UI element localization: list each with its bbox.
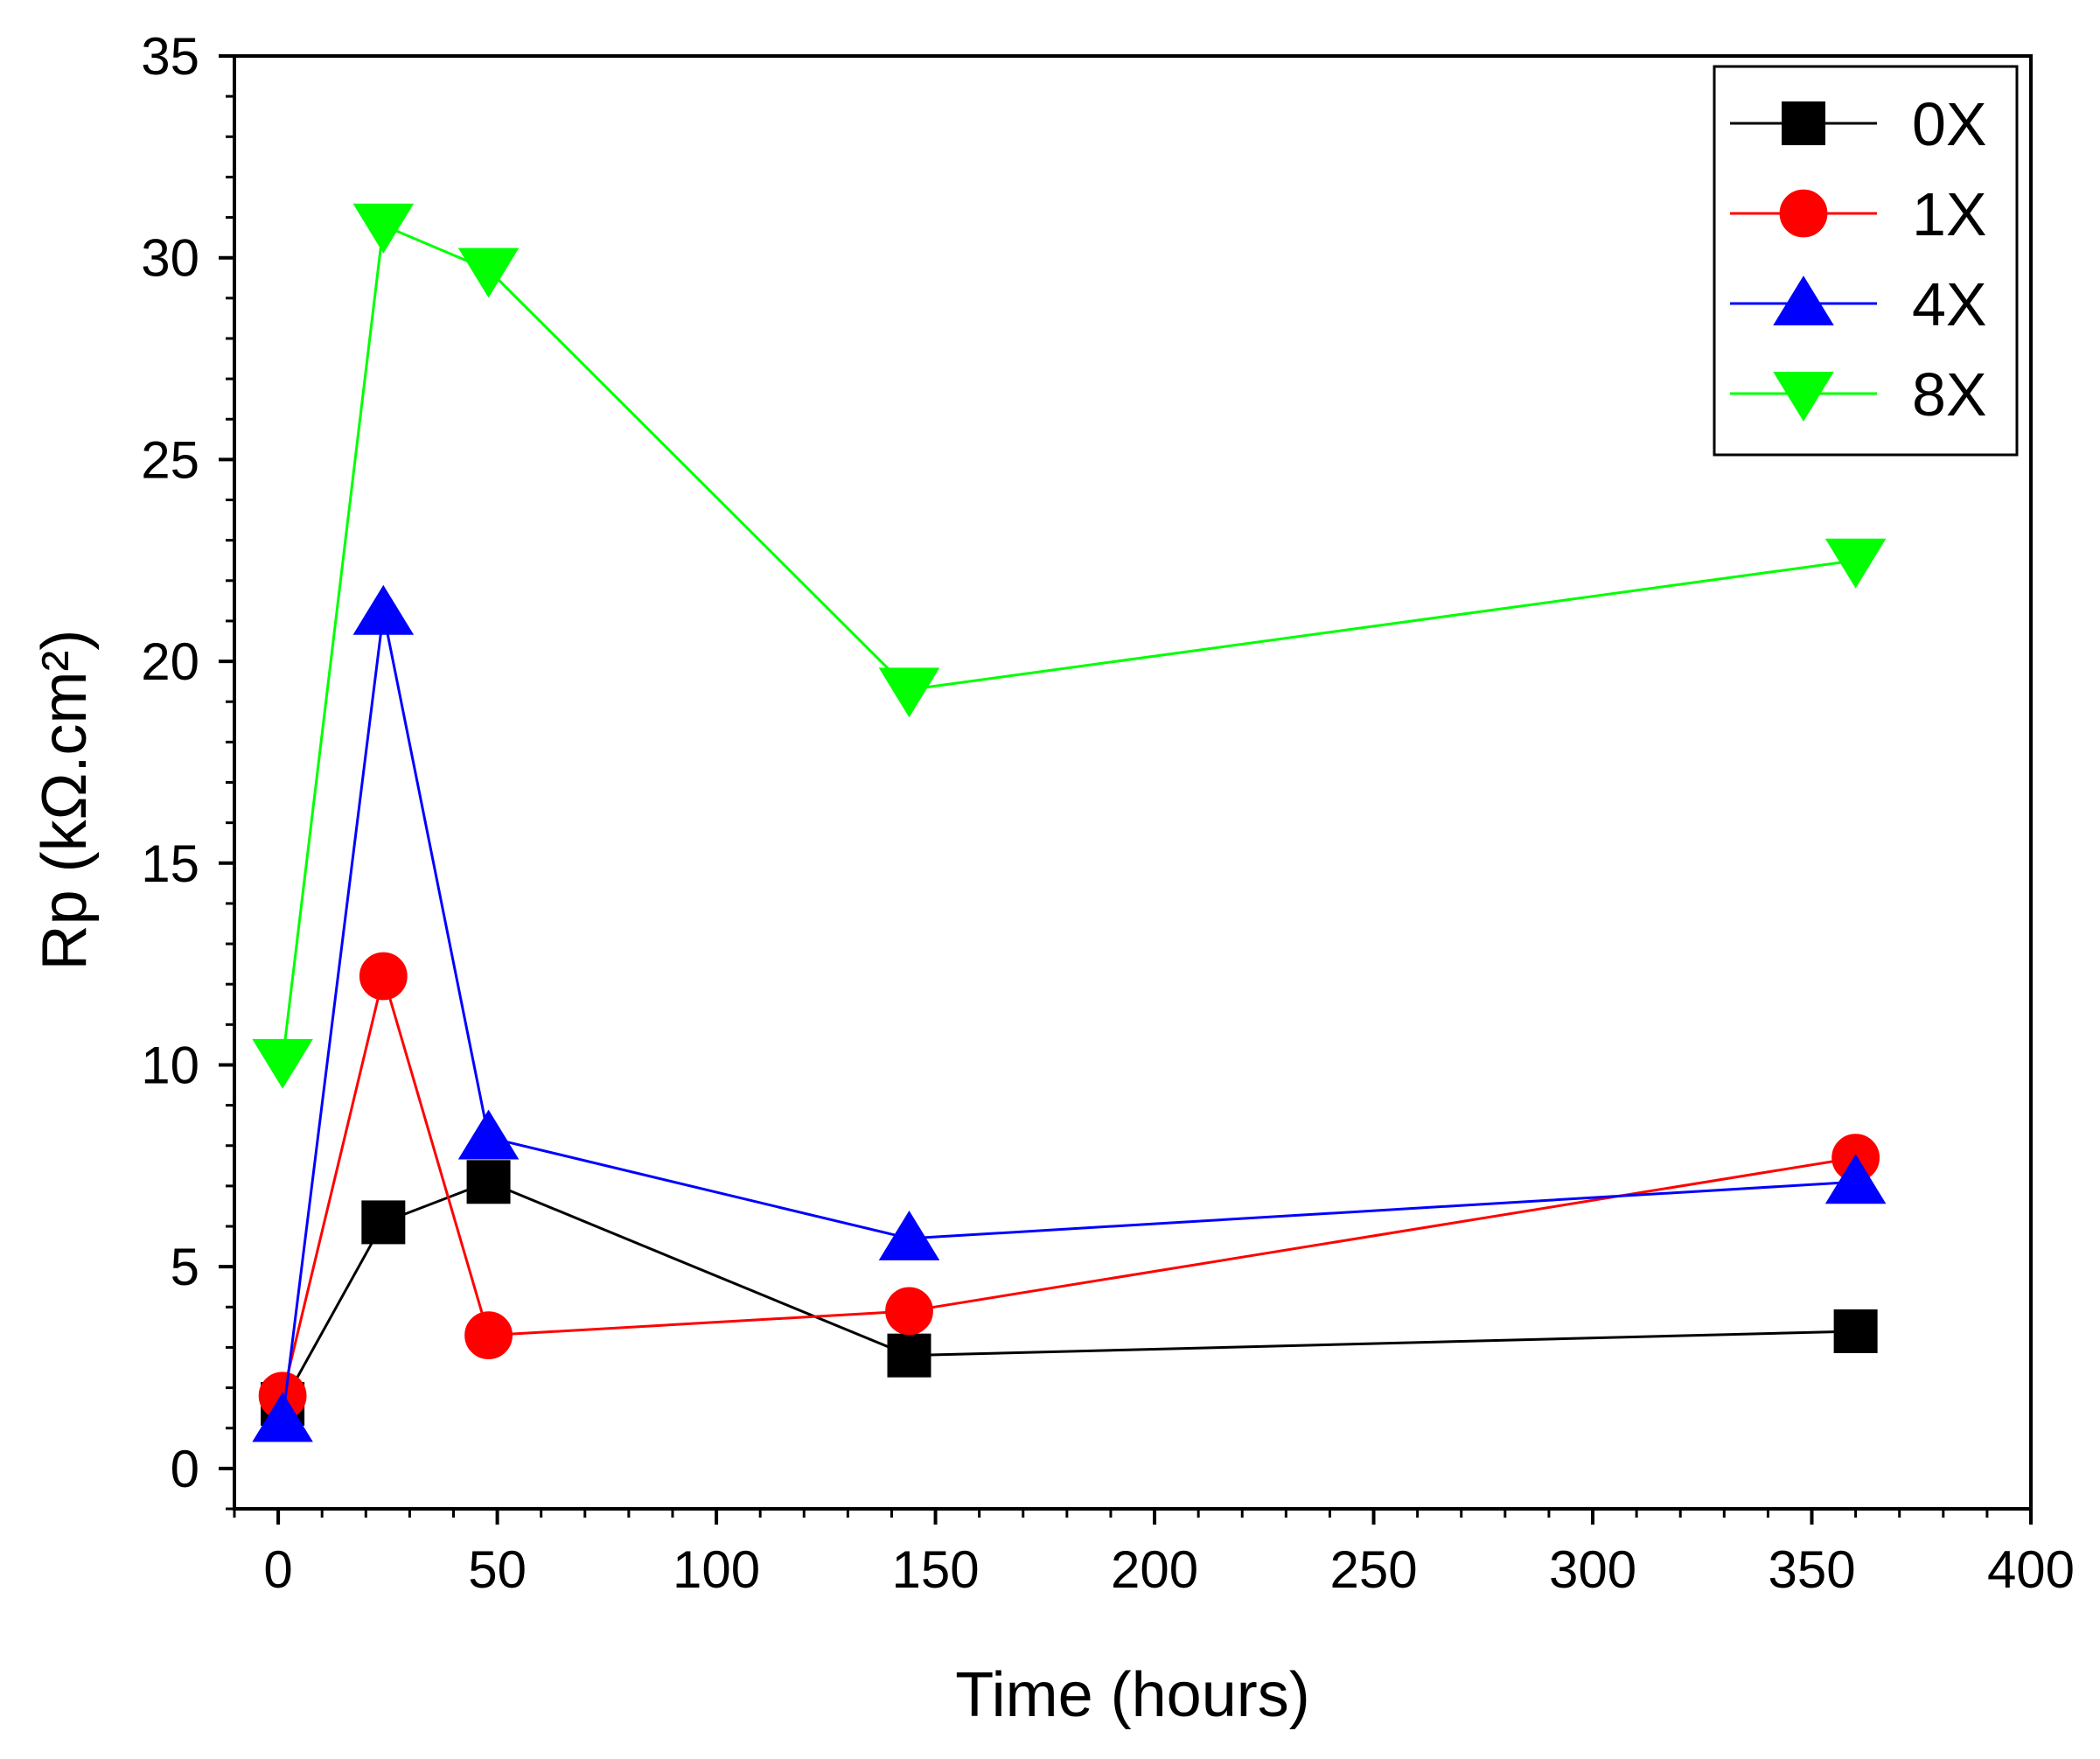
x-tick-label: 100 (673, 1540, 760, 1599)
series-marker (466, 1160, 511, 1204)
series-marker (1824, 538, 1887, 589)
series-marker (1782, 101, 1825, 145)
series-layer (252, 203, 1887, 1442)
y-tick-label: 10 (141, 1036, 199, 1094)
series-marker (885, 1287, 933, 1336)
series-marker (887, 1333, 931, 1378)
y-tick-label: 30 (141, 229, 199, 288)
legend-label: 4X (1912, 270, 1987, 339)
y-tick-label: 5 (171, 1238, 199, 1296)
legend: 0X 1X 4X 8X (1713, 65, 2019, 457)
ticks-layer: 0 50 100 150 200 250 300 350 400 0 5 10 15 20 25 30 35 (141, 27, 2075, 1599)
series-marker (252, 1038, 313, 1089)
legend-label: 1X (1912, 180, 1987, 248)
x-tick-label: 400 (1987, 1540, 2075, 1599)
series-8x (252, 203, 1887, 1089)
x-tick-label: 150 (892, 1540, 980, 1599)
y-tick-label: 20 (141, 632, 199, 691)
legend-item-1x: 1X (1730, 180, 1987, 248)
series-marker (878, 1210, 940, 1260)
series-marker (1773, 372, 1834, 422)
x-tick-label: 50 (468, 1540, 527, 1599)
series-marker (352, 584, 415, 635)
series-marker (1824, 1154, 1887, 1204)
x-tick-label: 350 (1768, 1540, 1855, 1599)
x-axis-title: Time (hours) (955, 1660, 1309, 1730)
series-marker (1779, 189, 1828, 238)
series-marker (252, 1392, 313, 1442)
legend-item-8x: 8X (1730, 360, 1987, 429)
legend-item-4x: 4X (1730, 270, 1987, 339)
series-marker (457, 1109, 520, 1160)
series-marker (361, 1200, 406, 1245)
series-marker (464, 1311, 513, 1360)
x-tick-label: 0 (263, 1540, 292, 1599)
y-axis-title: Rp (kΩ.cm²) (30, 630, 100, 971)
legend-item-0x: 0X (1730, 90, 1987, 158)
y-tick-label: 35 (141, 27, 199, 86)
y-tick-label: 15 (141, 834, 199, 893)
y-tick-label: 0 (171, 1440, 199, 1498)
series-marker (878, 667, 940, 718)
legend-label: 0X (1912, 90, 1987, 158)
x-tick-label: 300 (1549, 1540, 1636, 1599)
y-tick-label: 25 (141, 430, 199, 489)
series-marker (352, 203, 415, 254)
series-4x (252, 584, 1887, 1442)
x-tick-label: 250 (1329, 1540, 1417, 1599)
series-marker (457, 248, 520, 298)
legend-label: 8X (1912, 360, 1987, 429)
series-marker (359, 952, 408, 1001)
series-marker (1773, 276, 1834, 325)
series-marker (1833, 1309, 1878, 1353)
legend-box (1713, 65, 2019, 457)
x-tick-label: 200 (1111, 1540, 1198, 1599)
